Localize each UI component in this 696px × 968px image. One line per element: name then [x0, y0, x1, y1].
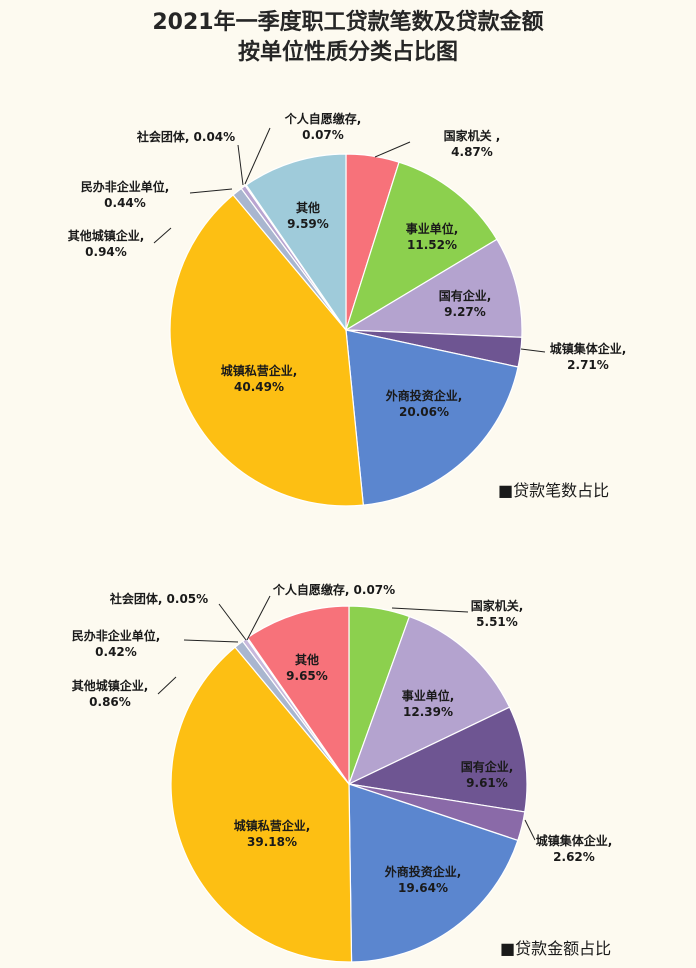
leader-line	[524, 819, 536, 841]
pie-slice	[245, 153, 347, 332]
slice-label: 国有企业, 9.27%	[439, 288, 492, 319]
leader-line	[391, 607, 469, 613]
leader-line	[374, 141, 411, 158]
slice-label: 其他 9.65%	[286, 652, 328, 683]
slice-label: 民办非企业单位, 0.44%	[81, 179, 170, 210]
slice-label: 其他城镇企业, 0.86%	[72, 678, 149, 709]
pie-slice	[344, 161, 498, 332]
leader-line	[153, 227, 172, 244]
pie-slice	[169, 194, 364, 507]
leader-line	[218, 603, 247, 641]
slice-label: 外商投资企业, 20.06%	[386, 388, 463, 419]
leader-line	[246, 595, 271, 641]
leader-line	[520, 348, 546, 353]
loan-count-pie: 国家机关 , 4.87% 事业单位, 11.52% 国有企业, 9.27% 城镇集体企业, 2…	[68, 111, 627, 507]
pie-slice	[347, 706, 528, 813]
leader-line	[183, 639, 239, 643]
slice-label: 城镇私营企业, 39.18%	[234, 818, 311, 849]
chart-caption: ■贷款金额占比	[500, 939, 611, 958]
chart-title-line2: 按单位性质分类占比图	[237, 40, 458, 65]
slice-label: 事业单位, 12.39%	[402, 688, 455, 719]
pie-slice	[348, 783, 519, 963]
leader-line	[244, 127, 271, 185]
chart-caption: ■贷款笔数占比	[498, 481, 609, 500]
slice-label: 国家机关, 5.51%	[471, 598, 524, 629]
pie-slice	[170, 646, 353, 963]
slice-label: 社会团体, 0.04%	[136, 129, 235, 144]
slice-label: 民办非企业单位, 0.42%	[72, 628, 161, 659]
chart-title-line1: 2021年一季度职工贷款笔数及贷款金额	[152, 10, 544, 35]
slice-label: 其他 9.59%	[287, 200, 329, 231]
leader-line	[157, 676, 177, 695]
chart-title: 2021年一季度职工贷款笔数及贷款金额 按单位性质分类占比图	[0, 8, 696, 68]
pie-slice	[345, 329, 519, 506]
slice-label: 城镇集体企业, 2.62%	[536, 833, 613, 864]
leader-line	[189, 188, 233, 194]
slice-label: 其他城镇企业, 0.94%	[68, 228, 145, 259]
slice-label: 外商投资企业, 19.64%	[385, 864, 462, 895]
slice-label: 事业单位, 11.52%	[406, 221, 459, 252]
pie-slice	[246, 605, 350, 786]
leader-line	[237, 144, 244, 186]
slice-label: 国家机关 , 4.87%	[444, 128, 501, 159]
slice-label: 城镇私营企业, 40.49%	[221, 363, 298, 394]
slice-label: 国有企业, 9.61%	[461, 759, 514, 790]
pie-slice	[343, 238, 523, 338]
slice-label: 个人自愿缴存, 0.07%	[284, 111, 362, 142]
pie-slice	[347, 615, 511, 786]
slice-label: 个人自愿缴存, 0.07%	[272, 582, 395, 597]
loan-amount-pie: 国家机关, 5.51% 事业单位, 12.39% 国有企业, 9.61% 城镇集体企业, 2.…	[72, 582, 613, 963]
slice-label: 社会团体, 0.05%	[109, 591, 208, 606]
slice-label: 城镇集体企业, 2.71%	[550, 341, 627, 372]
